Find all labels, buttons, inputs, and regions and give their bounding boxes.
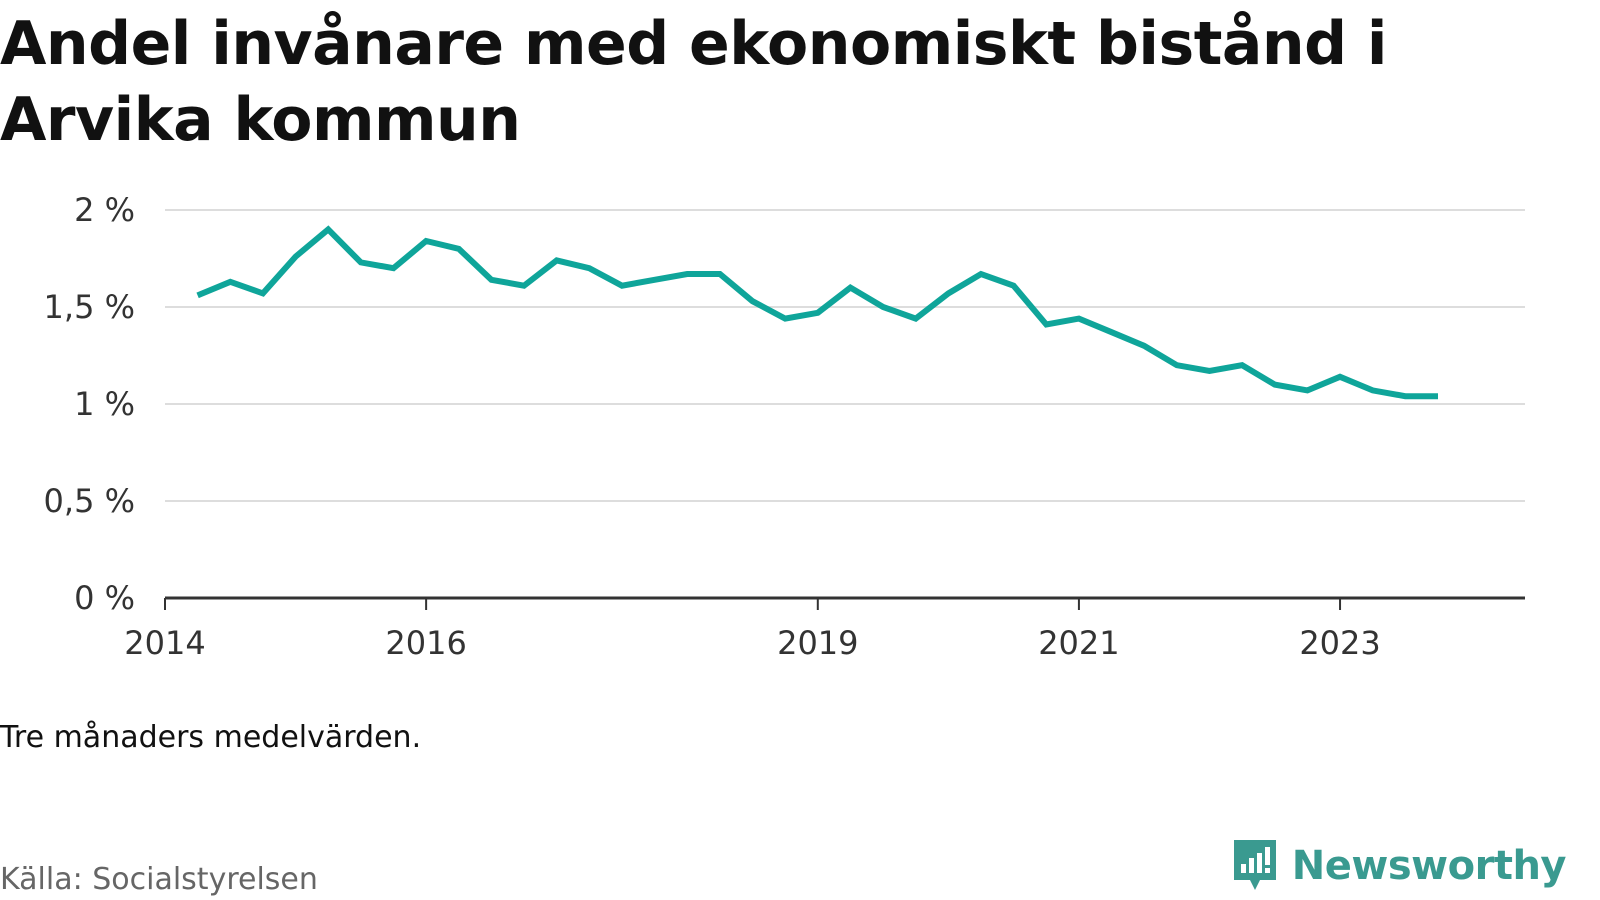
brand[interactable]: Newsworthy <box>1230 838 1567 894</box>
y-tick-label: 1,5 % <box>44 288 135 326</box>
y-tick-label: 0 % <box>74 579 135 617</box>
y-tick-label: 2 % <box>74 191 135 229</box>
series-layer <box>196 225 1438 400</box>
y-tick-label: 0,5 % <box>44 482 135 520</box>
x-tick-label: 2021 <box>1038 624 1119 662</box>
y-axis-ticks: 0 % 0,5 % 1 % 1,5 % 2 % <box>44 191 135 617</box>
source-credit: Källa: Socialstyrelsen <box>0 862 318 897</box>
x-tick-label: 2014 <box>124 624 205 662</box>
chart-title: Andel invånare med ekonomiskt bistånd i … <box>0 9 1387 155</box>
x-tick-label: 2019 <box>777 624 858 662</box>
x-tick-label: 2016 <box>385 624 466 662</box>
newsworthy-logo-icon <box>1233 840 1276 890</box>
x-axis: 2014 2016 2019 2021 2023 <box>124 596 1525 662</box>
series-line <box>196 225 1438 400</box>
chart-note: Tre månaders medelvärden. <box>0 720 422 755</box>
brand-name: Newsworthy <box>1291 843 1567 889</box>
gridlines <box>165 209 1525 502</box>
x-tick-label: 2023 <box>1299 624 1380 662</box>
y-tick-label: 1 % <box>74 385 135 423</box>
line-chart: 0 % 0,5 % 1 % 1,5 % 2 % 2014 2016 2019 2021 2023 <box>44 191 1525 662</box>
